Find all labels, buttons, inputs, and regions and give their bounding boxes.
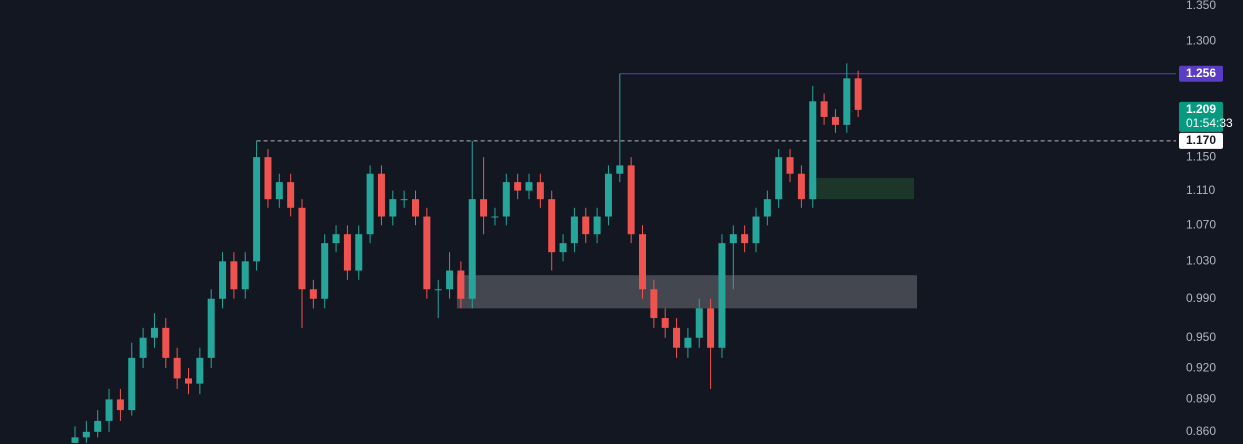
candle-body bbox=[219, 261, 227, 299]
candle-body bbox=[468, 199, 476, 299]
candle-body bbox=[389, 199, 397, 217]
candle-body bbox=[809, 101, 817, 200]
candle-body bbox=[763, 199, 771, 217]
candle-body bbox=[446, 270, 454, 290]
zone bbox=[808, 177, 914, 200]
candle-body bbox=[94, 420, 102, 432]
candle-body bbox=[480, 199, 488, 217]
candle-body bbox=[412, 199, 419, 217]
candle-body bbox=[457, 270, 465, 299]
candle-body bbox=[639, 234, 646, 290]
candle-body bbox=[400, 199, 408, 201]
candle-body bbox=[752, 216, 760, 244]
candle-body bbox=[366, 173, 374, 235]
candle-body bbox=[707, 308, 715, 348]
candle-body bbox=[241, 261, 249, 290]
candle-body bbox=[128, 357, 136, 411]
y-tick-label: 0.950 bbox=[1186, 330, 1216, 344]
candle-body bbox=[820, 101, 828, 117]
y-tick-label: 1.030 bbox=[1186, 253, 1216, 267]
candle-body bbox=[185, 378, 192, 384]
candle-body bbox=[377, 173, 385, 217]
candle-body bbox=[797, 173, 805, 200]
candle-body bbox=[332, 234, 340, 244]
candle-body bbox=[298, 207, 306, 290]
candle-body bbox=[661, 318, 669, 328]
candle-body bbox=[604, 173, 612, 217]
candle-body bbox=[71, 437, 79, 443]
candle-body bbox=[173, 357, 181, 379]
candle-body bbox=[775, 157, 783, 200]
candle-body bbox=[582, 216, 590, 235]
candle-body bbox=[355, 234, 363, 271]
candle-body bbox=[831, 116, 839, 125]
y-tick-label: 1.300 bbox=[1186, 33, 1216, 47]
candle-body bbox=[105, 399, 113, 421]
y-tick-label: 0.920 bbox=[1186, 360, 1216, 374]
y-tick-label: 0.990 bbox=[1186, 291, 1216, 305]
candle-body bbox=[593, 216, 601, 235]
candle-body bbox=[287, 182, 295, 208]
candle-body bbox=[570, 216, 578, 244]
price-label-box bbox=[1179, 101, 1223, 132]
candle-body bbox=[502, 182, 510, 217]
candle-body bbox=[491, 216, 499, 218]
price-label-box bbox=[1179, 132, 1223, 149]
candle-body bbox=[514, 182, 522, 191]
candle-body bbox=[627, 165, 635, 235]
candle-body bbox=[434, 289, 442, 291]
y-tick-label: 1.110 bbox=[1186, 183, 1215, 197]
candle-body bbox=[559, 243, 567, 253]
y-tick-label: 0.890 bbox=[1186, 392, 1216, 406]
candle-body bbox=[139, 337, 147, 358]
candle-body bbox=[162, 327, 170, 358]
candle-body bbox=[650, 289, 658, 319]
candle-body bbox=[684, 337, 692, 348]
y-tick-label: 1.350 bbox=[1186, 0, 1216, 12]
candle-body bbox=[150, 327, 158, 338]
price-label: 1.170 bbox=[1186, 133, 1216, 147]
candle-body bbox=[423, 216, 431, 290]
candle-body bbox=[253, 157, 261, 262]
countdown: 01:54:33 bbox=[1186, 116, 1233, 130]
candle-body bbox=[116, 399, 124, 411]
candle-body bbox=[548, 199, 556, 253]
candle-body bbox=[786, 157, 794, 174]
price-label-box bbox=[1179, 65, 1223, 82]
candle-body bbox=[275, 182, 283, 200]
candle-body bbox=[843, 78, 851, 125]
candle-body bbox=[82, 431, 90, 438]
candle-body bbox=[718, 243, 726, 348]
y-tick-label: 1.150 bbox=[1186, 149, 1216, 163]
candle-body bbox=[207, 298, 215, 358]
candle-body bbox=[264, 157, 272, 200]
candle-body bbox=[729, 234, 737, 244]
y-tick-label: 1.070 bbox=[1186, 217, 1216, 231]
candle-body bbox=[309, 289, 317, 299]
candle-body bbox=[741, 234, 749, 244]
candle-body bbox=[343, 234, 351, 271]
candle-body bbox=[695, 308, 703, 338]
candle-body bbox=[321, 243, 329, 299]
price-label: 1.209 bbox=[1186, 102, 1216, 116]
candle-body bbox=[525, 182, 533, 191]
y-tick-label: 0.860 bbox=[1186, 424, 1216, 438]
candle-body bbox=[196, 357, 204, 384]
zone bbox=[456, 275, 917, 309]
candle-body bbox=[536, 182, 544, 200]
candle-body bbox=[616, 165, 624, 174]
candle-body bbox=[854, 78, 862, 110]
candle-body bbox=[673, 327, 681, 348]
candle-body bbox=[230, 261, 238, 290]
price-label: 1.256 bbox=[1186, 66, 1216, 80]
